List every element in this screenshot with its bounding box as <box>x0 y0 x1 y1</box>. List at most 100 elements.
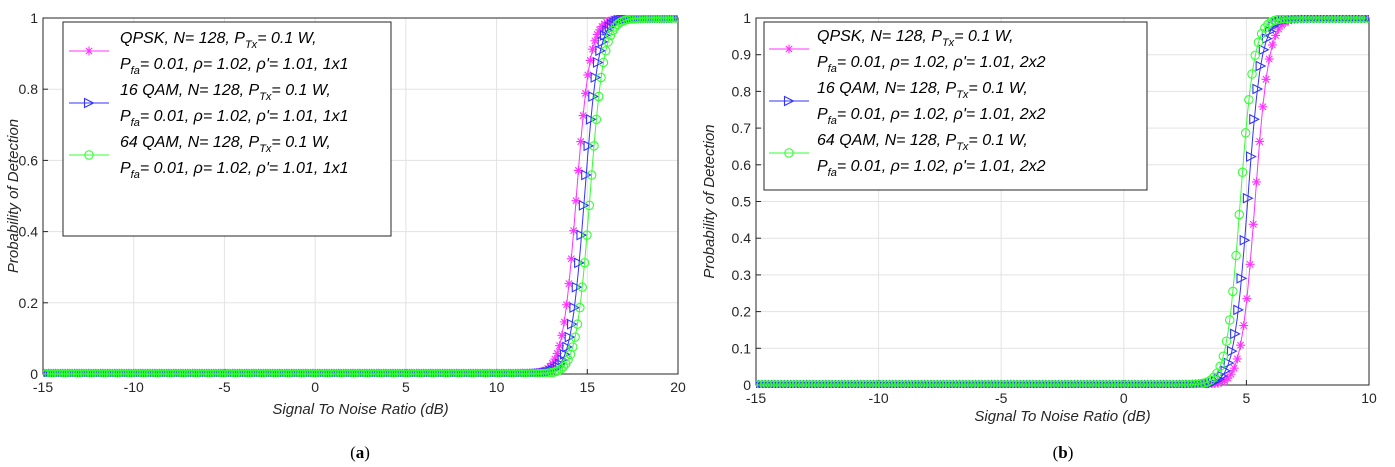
data-point <box>1250 50 1260 61</box>
data-point <box>190 369 201 377</box>
data-point <box>1221 336 1232 347</box>
x-tick-label: -5 <box>995 390 1008 406</box>
legend-text: Pfa= 0.01, ρ= 1.02, ρ'= 1.01, 1x1 <box>120 56 349 77</box>
data-point <box>452 369 462 377</box>
data-point <box>214 369 224 377</box>
data-point <box>1307 15 1318 23</box>
data-point <box>277 369 288 377</box>
data-point <box>82 369 92 377</box>
data-point <box>136 369 146 377</box>
data-point <box>778 380 789 388</box>
data-point <box>471 369 481 377</box>
data-point <box>386 369 396 377</box>
data-point <box>388 369 399 377</box>
data-point <box>150 369 161 377</box>
data-point <box>518 369 528 377</box>
data-point <box>553 365 564 376</box>
data-point <box>1226 345 1238 357</box>
data-point <box>1215 361 1225 372</box>
data-point <box>296 369 307 377</box>
data-point <box>487 369 498 377</box>
data-point <box>829 380 840 388</box>
data-point <box>667 15 677 23</box>
data-point <box>362 369 373 377</box>
data-point <box>483 369 493 377</box>
data-point <box>1230 328 1241 340</box>
data-point <box>650 15 661 23</box>
data-point <box>775 380 786 388</box>
y-tick-label: 0.6 <box>732 157 752 173</box>
data-point <box>966 380 977 388</box>
data-point <box>1213 378 1223 388</box>
legend-text: QPSK, N= 128, PTx= 0.1 W, <box>120 30 317 51</box>
data-point <box>303 369 314 377</box>
data-point <box>367 369 378 377</box>
data-point <box>358 369 368 377</box>
data-point <box>1110 380 1120 388</box>
data-point <box>1071 380 1082 388</box>
data-point <box>1223 357 1235 369</box>
data-point <box>414 369 425 377</box>
data-point <box>310 369 321 377</box>
data-point <box>769 380 779 388</box>
data-point <box>525 369 536 377</box>
data-point <box>1242 294 1252 304</box>
data-point <box>431 369 441 377</box>
x-tick-label: -15 <box>746 390 766 406</box>
data-point <box>461 369 472 377</box>
data-point <box>575 302 585 313</box>
legend-text: 16 QAM, N= 128, PTx= 0.1 W, <box>817 80 1028 101</box>
y-tick-label: 0 <box>743 377 751 393</box>
data-point <box>591 114 602 125</box>
data-point <box>1258 102 1268 112</box>
data-point <box>438 369 448 377</box>
data-point <box>1024 380 1034 388</box>
data-point <box>280 369 290 377</box>
data-point <box>906 380 916 388</box>
data-point <box>58 369 69 377</box>
data-point <box>110 369 120 377</box>
x-axis-label: Signal To Noise Ratio (dB) <box>272 401 448 418</box>
data-point <box>131 369 142 377</box>
data-point <box>1234 209 1245 220</box>
data-point <box>645 15 656 23</box>
data-point <box>600 29 611 41</box>
data-point <box>44 369 54 377</box>
data-point <box>1216 377 1226 387</box>
data-point <box>563 355 573 365</box>
data-point <box>240 369 250 377</box>
data-point <box>871 380 881 388</box>
data-point <box>1027 380 1037 388</box>
legend: QPSK, N= 128, PTx= 0.1 W, Pfa= 0.01, ρ= 1… <box>62 21 392 237</box>
data-point <box>1040 380 1050 388</box>
data-point <box>989 380 999 388</box>
data-point <box>152 369 163 377</box>
data-point <box>807 380 817 388</box>
data-point <box>842 380 852 388</box>
data-point <box>918 380 929 388</box>
data-point <box>1352 15 1362 23</box>
data-point <box>580 88 590 98</box>
data-point <box>1205 375 1216 385</box>
data-point <box>629 15 639 24</box>
data-point <box>577 282 587 292</box>
data-point <box>626 15 637 24</box>
data-point <box>372 369 382 377</box>
data-point <box>960 380 970 388</box>
data-point <box>143 369 153 377</box>
data-point <box>157 369 168 377</box>
data-point <box>1116 380 1127 388</box>
data-point <box>138 369 149 377</box>
data-point <box>597 36 609 48</box>
data-point <box>178 369 189 377</box>
x-tick-label: 10 <box>1361 390 1377 406</box>
data-point <box>284 369 295 377</box>
data-point <box>1059 380 1069 388</box>
data-point <box>223 369 234 377</box>
data-point <box>202 369 212 377</box>
x-tick-label: 0 <box>1120 390 1128 406</box>
data-point <box>336 369 347 377</box>
data-point <box>1065 380 1076 388</box>
data-point <box>1244 94 1254 105</box>
data-point <box>504 369 514 377</box>
